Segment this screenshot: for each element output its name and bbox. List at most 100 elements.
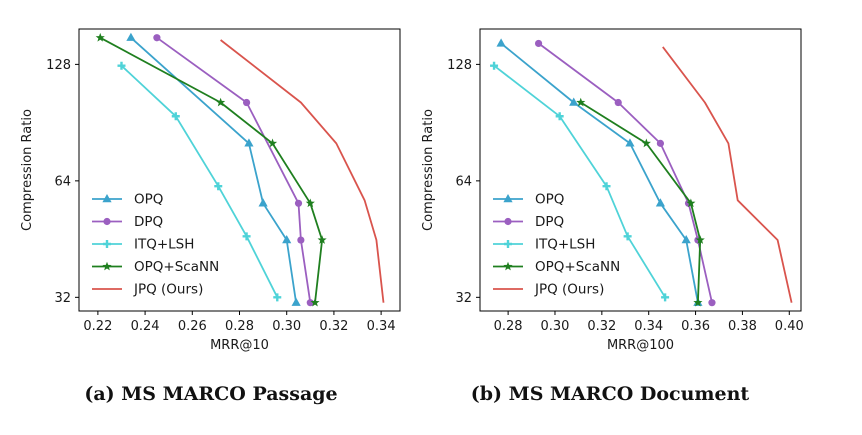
series-line xyxy=(500,42,699,303)
y-axis-label: Compression Ratio xyxy=(20,109,35,231)
series-itq-lsh xyxy=(490,61,670,302)
chart-panel-1: 0.28 0.30 0.32 0.34 0.36 0.38 0.40 32 64 128 MRR@1… xyxy=(421,28,804,405)
data-point xyxy=(317,235,327,244)
x-tick-label: 0.34 xyxy=(367,319,396,334)
legend-item: OPQ xyxy=(92,192,163,208)
legend-item: JPQ (Ours) xyxy=(92,282,203,298)
legend-label: ITQ+LSH xyxy=(134,237,194,253)
legend-label: OPQ xyxy=(134,192,163,208)
legend-label: DPQ xyxy=(535,214,564,230)
legend-item: DPQ xyxy=(493,214,564,230)
legend-marker xyxy=(503,261,513,271)
legend-item: OPQ+ScaNN xyxy=(493,259,620,275)
series-itq-lsh xyxy=(117,61,282,302)
series-jpq-ours- xyxy=(220,39,385,303)
series-line xyxy=(99,36,323,303)
series-opq xyxy=(126,32,301,306)
data-point xyxy=(576,97,586,107)
data-point xyxy=(171,112,180,121)
data-point xyxy=(490,61,499,70)
data-point xyxy=(555,112,564,121)
data-point xyxy=(693,297,703,307)
x-tick-label: 0.28 xyxy=(494,319,523,334)
data-point xyxy=(216,97,226,107)
legend-label: OPQ+ScaNN xyxy=(535,259,620,275)
data-point xyxy=(153,34,161,42)
data-point xyxy=(306,299,314,307)
y-tick-label: 32 xyxy=(54,291,71,306)
legend-marker xyxy=(102,261,112,271)
legend-label: JPQ (Ours) xyxy=(534,282,604,298)
y-tick-label: 64 xyxy=(54,174,71,189)
data-point xyxy=(623,232,632,241)
data-point xyxy=(695,235,705,244)
y-tick-label: 128 xyxy=(447,58,472,73)
data-point xyxy=(602,182,611,191)
data-point xyxy=(681,235,691,244)
x-tick-label: 0.24 xyxy=(131,319,160,334)
data-point xyxy=(244,138,254,147)
x-tick-label: 0.32 xyxy=(319,319,348,334)
data-point xyxy=(267,138,278,148)
legend-marker xyxy=(103,217,111,226)
series-line xyxy=(662,46,793,303)
data-point xyxy=(95,32,105,42)
legend-label: DPQ xyxy=(134,214,163,230)
x-tick-label: 0.28 xyxy=(225,319,254,334)
legend-marker xyxy=(504,217,512,226)
panel-caption: (a) MS MARCO Passage xyxy=(84,383,337,405)
data-point xyxy=(496,38,506,47)
legend-label: OPQ+ScaNN xyxy=(134,259,219,275)
x-tick-label: 0.36 xyxy=(681,319,710,334)
data-point xyxy=(242,232,251,241)
data-point xyxy=(294,199,303,207)
data-point xyxy=(656,139,665,147)
x-axis-label: MRR@10 xyxy=(210,338,269,353)
data-point xyxy=(686,198,696,208)
legend: OPQ DPQ ITQ+LSH OPQ+ScaNN JPQ (Ours) xyxy=(92,192,219,298)
data-point xyxy=(641,138,651,148)
legend-label: ITQ+LSH xyxy=(535,237,595,253)
legend-marker xyxy=(102,194,112,203)
legend-item: OPQ xyxy=(493,192,564,208)
legend-marker xyxy=(503,194,513,203)
legend-item: ITQ+LSH xyxy=(493,237,595,253)
data-point xyxy=(297,236,305,244)
panel-caption: (b) MS MARCO Document xyxy=(471,383,750,405)
x-tick-label: 0.30 xyxy=(541,319,570,334)
x-tick-label: 0.38 xyxy=(728,319,757,334)
legend-label: JPQ (Ours) xyxy=(133,282,203,298)
x-tick-label: 0.22 xyxy=(83,319,112,334)
legend-label: OPQ xyxy=(535,192,564,208)
chart-panel-0: 0.22 0.24 0.26 0.28 0.30 0.32 0.34 32 64 128 MRR@1… xyxy=(20,28,401,405)
data-point xyxy=(310,297,320,307)
data-point xyxy=(534,39,543,48)
y-tick-label: 32 xyxy=(455,291,472,306)
series-opq-scann xyxy=(95,32,327,307)
data-point xyxy=(282,235,292,244)
data-point xyxy=(569,97,579,106)
series-opq xyxy=(496,38,703,306)
data-point xyxy=(661,293,670,302)
series-opq-scann xyxy=(576,97,705,307)
legend-item: OPQ+ScaNN xyxy=(92,259,219,275)
y-tick-label: 64 xyxy=(455,174,472,189)
x-tick-label: 0.26 xyxy=(178,319,207,334)
data-point xyxy=(258,198,268,207)
series-line xyxy=(220,39,385,303)
data-point xyxy=(708,299,716,307)
data-point xyxy=(625,138,635,147)
legend-item: ITQ+LSH xyxy=(92,237,194,253)
data-point xyxy=(214,182,223,191)
x-tick-label: 0.30 xyxy=(272,319,301,334)
y-tick-label: 128 xyxy=(46,58,71,73)
y-axis-label: Compression Ratio xyxy=(421,109,436,231)
series-dpq xyxy=(153,34,314,307)
plot-frame xyxy=(479,28,802,312)
data-point xyxy=(655,198,666,207)
x-tick-label: 0.34 xyxy=(634,319,663,334)
data-point xyxy=(291,297,301,306)
data-point xyxy=(614,98,622,107)
legend-item: JPQ (Ours) xyxy=(493,282,604,298)
